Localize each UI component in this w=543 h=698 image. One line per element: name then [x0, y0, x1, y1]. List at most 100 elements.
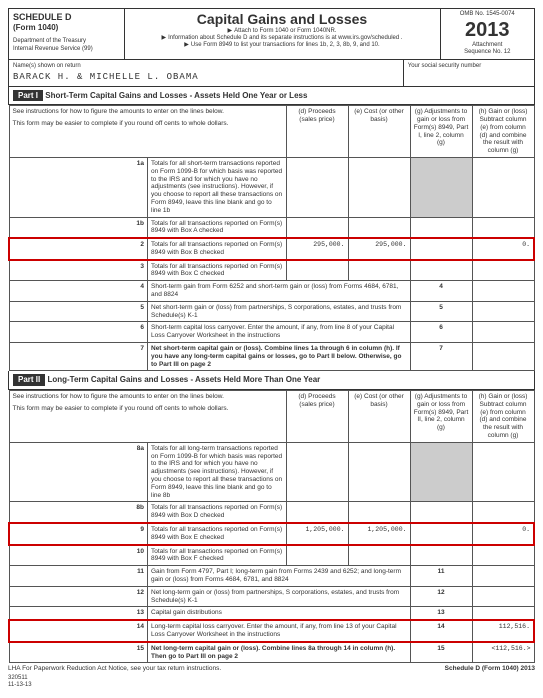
- line-desc: Short-term gain from Form 6252 and short…: [148, 281, 411, 302]
- cell-h: [472, 566, 534, 587]
- line-desc-bold: Net long-term capital gain or (loss). Co…: [151, 645, 395, 660]
- cell-d: [286, 260, 348, 281]
- cell-h: [472, 442, 534, 502]
- table-row: 1a Totals for all short-term transaction…: [9, 157, 534, 217]
- line-num: 1a: [9, 157, 148, 217]
- line-desc-bold: Net short-term capital gain or (loss). C…: [151, 345, 401, 368]
- num-box: 4: [410, 281, 472, 302]
- ssn-cell: Your social security number: [403, 60, 534, 86]
- line-desc: Totals for all transactions reported on …: [148, 260, 287, 281]
- line-desc: Totals for all transactions reported on …: [148, 502, 287, 523]
- attach-text: Attach to Form 1040 or Form 1040NR.: [129, 28, 436, 35]
- line-desc: Net long-term capital gain or (loss). Co…: [148, 642, 411, 663]
- form-footer: LHA For Paperwork Reduction Act Notice, …: [8, 663, 535, 675]
- cell-g: [410, 442, 472, 502]
- name-label: Name(s) shown on return: [13, 63, 399, 70]
- table-row: 3 Totals for all transactions reported o…: [9, 260, 534, 281]
- name-row: Name(s) shown on return BARACK H. & MICH…: [8, 60, 535, 87]
- instr-text-2: This form may be easier to complete if y…: [13, 120, 283, 128]
- line-desc: Totals for all transactions reported on …: [148, 238, 287, 260]
- header-mid: Capital Gains and Losses Attach to Form …: [125, 9, 440, 59]
- cell-h: 0.: [472, 238, 534, 260]
- num-box: 14: [410, 620, 472, 642]
- header-left: SCHEDULE D (Form 1040) Department of the…: [9, 9, 125, 59]
- table-row: 15 Net long-term capital gain or (loss).…: [9, 642, 534, 663]
- lha-text: LHA For Paperwork Reduction Act Notice, …: [8, 665, 221, 673]
- cell-g: [410, 157, 472, 217]
- cell-e: [348, 442, 410, 502]
- cell-e: [348, 260, 410, 281]
- cell-d: [286, 545, 348, 566]
- form-header: SCHEDULE D (Form 1040) Department of the…: [8, 8, 535, 60]
- cell-g: [410, 502, 472, 523]
- table-row: See instructions for how to figure the a…: [9, 106, 534, 158]
- cell-e: 295,000.: [348, 238, 410, 260]
- num-box: 5: [410, 301, 472, 322]
- cell-g: [410, 545, 472, 566]
- col-d-header: (d) Proceeds (sales price): [286, 106, 348, 158]
- line-num: 1b: [9, 217, 148, 238]
- cell-e: [348, 545, 410, 566]
- line-desc: Totals for all short-term transactions r…: [148, 157, 287, 217]
- line-desc: Net short-term gain or (loss) from partn…: [148, 301, 411, 322]
- form-title: Capital Gains and Losses: [129, 11, 436, 28]
- col-instr: See instructions for how to figure the a…: [9, 106, 286, 158]
- part2-bar: Part II Long-Term Capital Gains and Loss…: [8, 371, 535, 390]
- name-cell: Name(s) shown on return BARACK H. & MICH…: [9, 60, 403, 86]
- cell-h: [472, 607, 534, 620]
- instr-text-1: See instructions for how to figure the a…: [13, 108, 283, 116]
- col-h-header: (h) Gain or (loss) Subtract column (e) f…: [472, 106, 534, 158]
- cell-d: 295,000.: [286, 238, 348, 260]
- num-box: 11: [410, 566, 472, 587]
- line-desc: Short-term capital loss carryover. Enter…: [148, 322, 411, 343]
- part1-title: Short-Term Capital Gains and Losses - As…: [45, 91, 307, 100]
- table-row: 12 Net long-term gain or (loss) from par…: [9, 586, 534, 607]
- line-num: 5: [9, 301, 148, 322]
- line-desc: Totals for all transactions reported on …: [148, 217, 287, 238]
- use8949-text: Use Form 8949 to list your transactions …: [129, 42, 436, 49]
- line-desc: Capital gain distributions: [148, 607, 411, 620]
- table-row: 8b Totals for all transactions reported …: [9, 502, 534, 523]
- irs-label: Internal Revenue Service (99): [13, 46, 120, 53]
- cell-e: [348, 157, 410, 217]
- cell-e: [348, 217, 410, 238]
- line-desc: Long-term capital loss carryover. Enter …: [148, 620, 411, 642]
- line-desc: Totals for all transactions reported on …: [148, 523, 287, 545]
- cell-h: [472, 502, 534, 523]
- col-h-header: (h) Gain or (loss) Subtract column (e) f…: [472, 391, 534, 443]
- footer-code: 320511: [8, 675, 535, 682]
- footer-date: 11-13-13: [8, 682, 535, 689]
- line-desc: Totals for all transactions reported on …: [148, 545, 287, 566]
- cell-g: [410, 217, 472, 238]
- omb-label: OMB No. 1545-0074: [445, 11, 531, 18]
- col-d-header: (d) Proceeds (sales price): [286, 391, 348, 443]
- num-box: 12: [410, 586, 472, 607]
- part1-box: Part I: [13, 90, 43, 102]
- table-row: See instructions for how to figure the a…: [9, 391, 534, 443]
- table-row-highlighted: 9 Totals for all transactions reported o…: [9, 523, 534, 545]
- header-right: OMB No. 1545-0074 2013 Attachment Sequen…: [440, 9, 535, 59]
- table-row-highlighted: 2 Totals for all transactions reported o…: [9, 238, 534, 260]
- line-num: 8b: [9, 502, 148, 523]
- cell-h: [472, 260, 534, 281]
- table-row: 7 Net short-term capital gain or (loss).…: [9, 343, 534, 371]
- table-row: 6 Short-term capital loss carryover. Ent…: [9, 322, 534, 343]
- table-row: 13 Capital gain distributions 13: [9, 607, 534, 620]
- cell-h: [472, 545, 534, 566]
- cell-g: [410, 523, 472, 545]
- num-box: 13: [410, 607, 472, 620]
- part2-table: See instructions for how to figure the a…: [8, 390, 535, 663]
- cell-h: [472, 322, 534, 343]
- num-box: 6: [410, 322, 472, 343]
- table-row: 5 Net short-term gain or (loss) from par…: [9, 301, 534, 322]
- num-box: 15: [410, 642, 472, 663]
- schedule-label: SCHEDULE D: [13, 12, 120, 23]
- cell-e: 1,205,000.: [348, 523, 410, 545]
- line-num: 9: [9, 523, 148, 545]
- cell-e: [348, 502, 410, 523]
- cell-h: [472, 281, 534, 302]
- cell-h: 112,516.: [472, 620, 534, 642]
- line-num: 8a: [9, 442, 148, 502]
- seq-label: Attachment: [445, 42, 531, 49]
- table-row: 11 Gain from Form 4797, Part I; long-ter…: [9, 566, 534, 587]
